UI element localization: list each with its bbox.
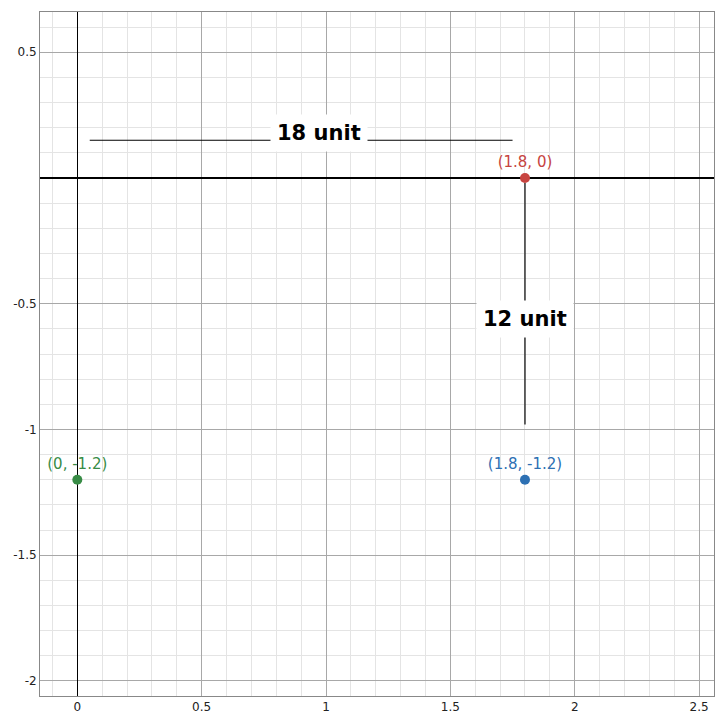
svg-text:18 unit: 18 unit (277, 121, 361, 145)
svg-text:-1.5: -1.5 (13, 548, 36, 562)
svg-text:0: 0 (73, 700, 81, 714)
svg-text:1: 1 (322, 700, 330, 714)
svg-text:(0, -1.2): (0, -1.2) (47, 455, 107, 473)
svg-text:-1: -1 (25, 423, 37, 437)
svg-text:0.5: 0.5 (18, 45, 37, 59)
svg-text:2.5: 2.5 (690, 700, 709, 714)
svg-text:0.5: 0.5 (192, 700, 211, 714)
svg-text:(1.8, 0): (1.8, 0) (498, 153, 553, 171)
svg-text:-0.5: -0.5 (13, 297, 36, 311)
svg-text:1.5: 1.5 (441, 700, 460, 714)
svg-text:2: 2 (571, 700, 579, 714)
svg-text:12 unit: 12 unit (483, 307, 567, 331)
svg-text:-2: -2 (25, 674, 37, 688)
svg-text:(1.8, -1.2): (1.8, -1.2) (488, 455, 562, 473)
